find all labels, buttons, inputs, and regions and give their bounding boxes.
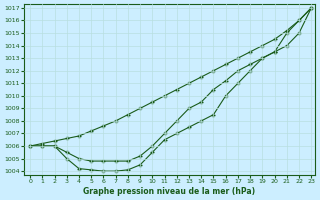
X-axis label: Graphe pression niveau de la mer (hPa): Graphe pression niveau de la mer (hPa)	[84, 187, 256, 196]
